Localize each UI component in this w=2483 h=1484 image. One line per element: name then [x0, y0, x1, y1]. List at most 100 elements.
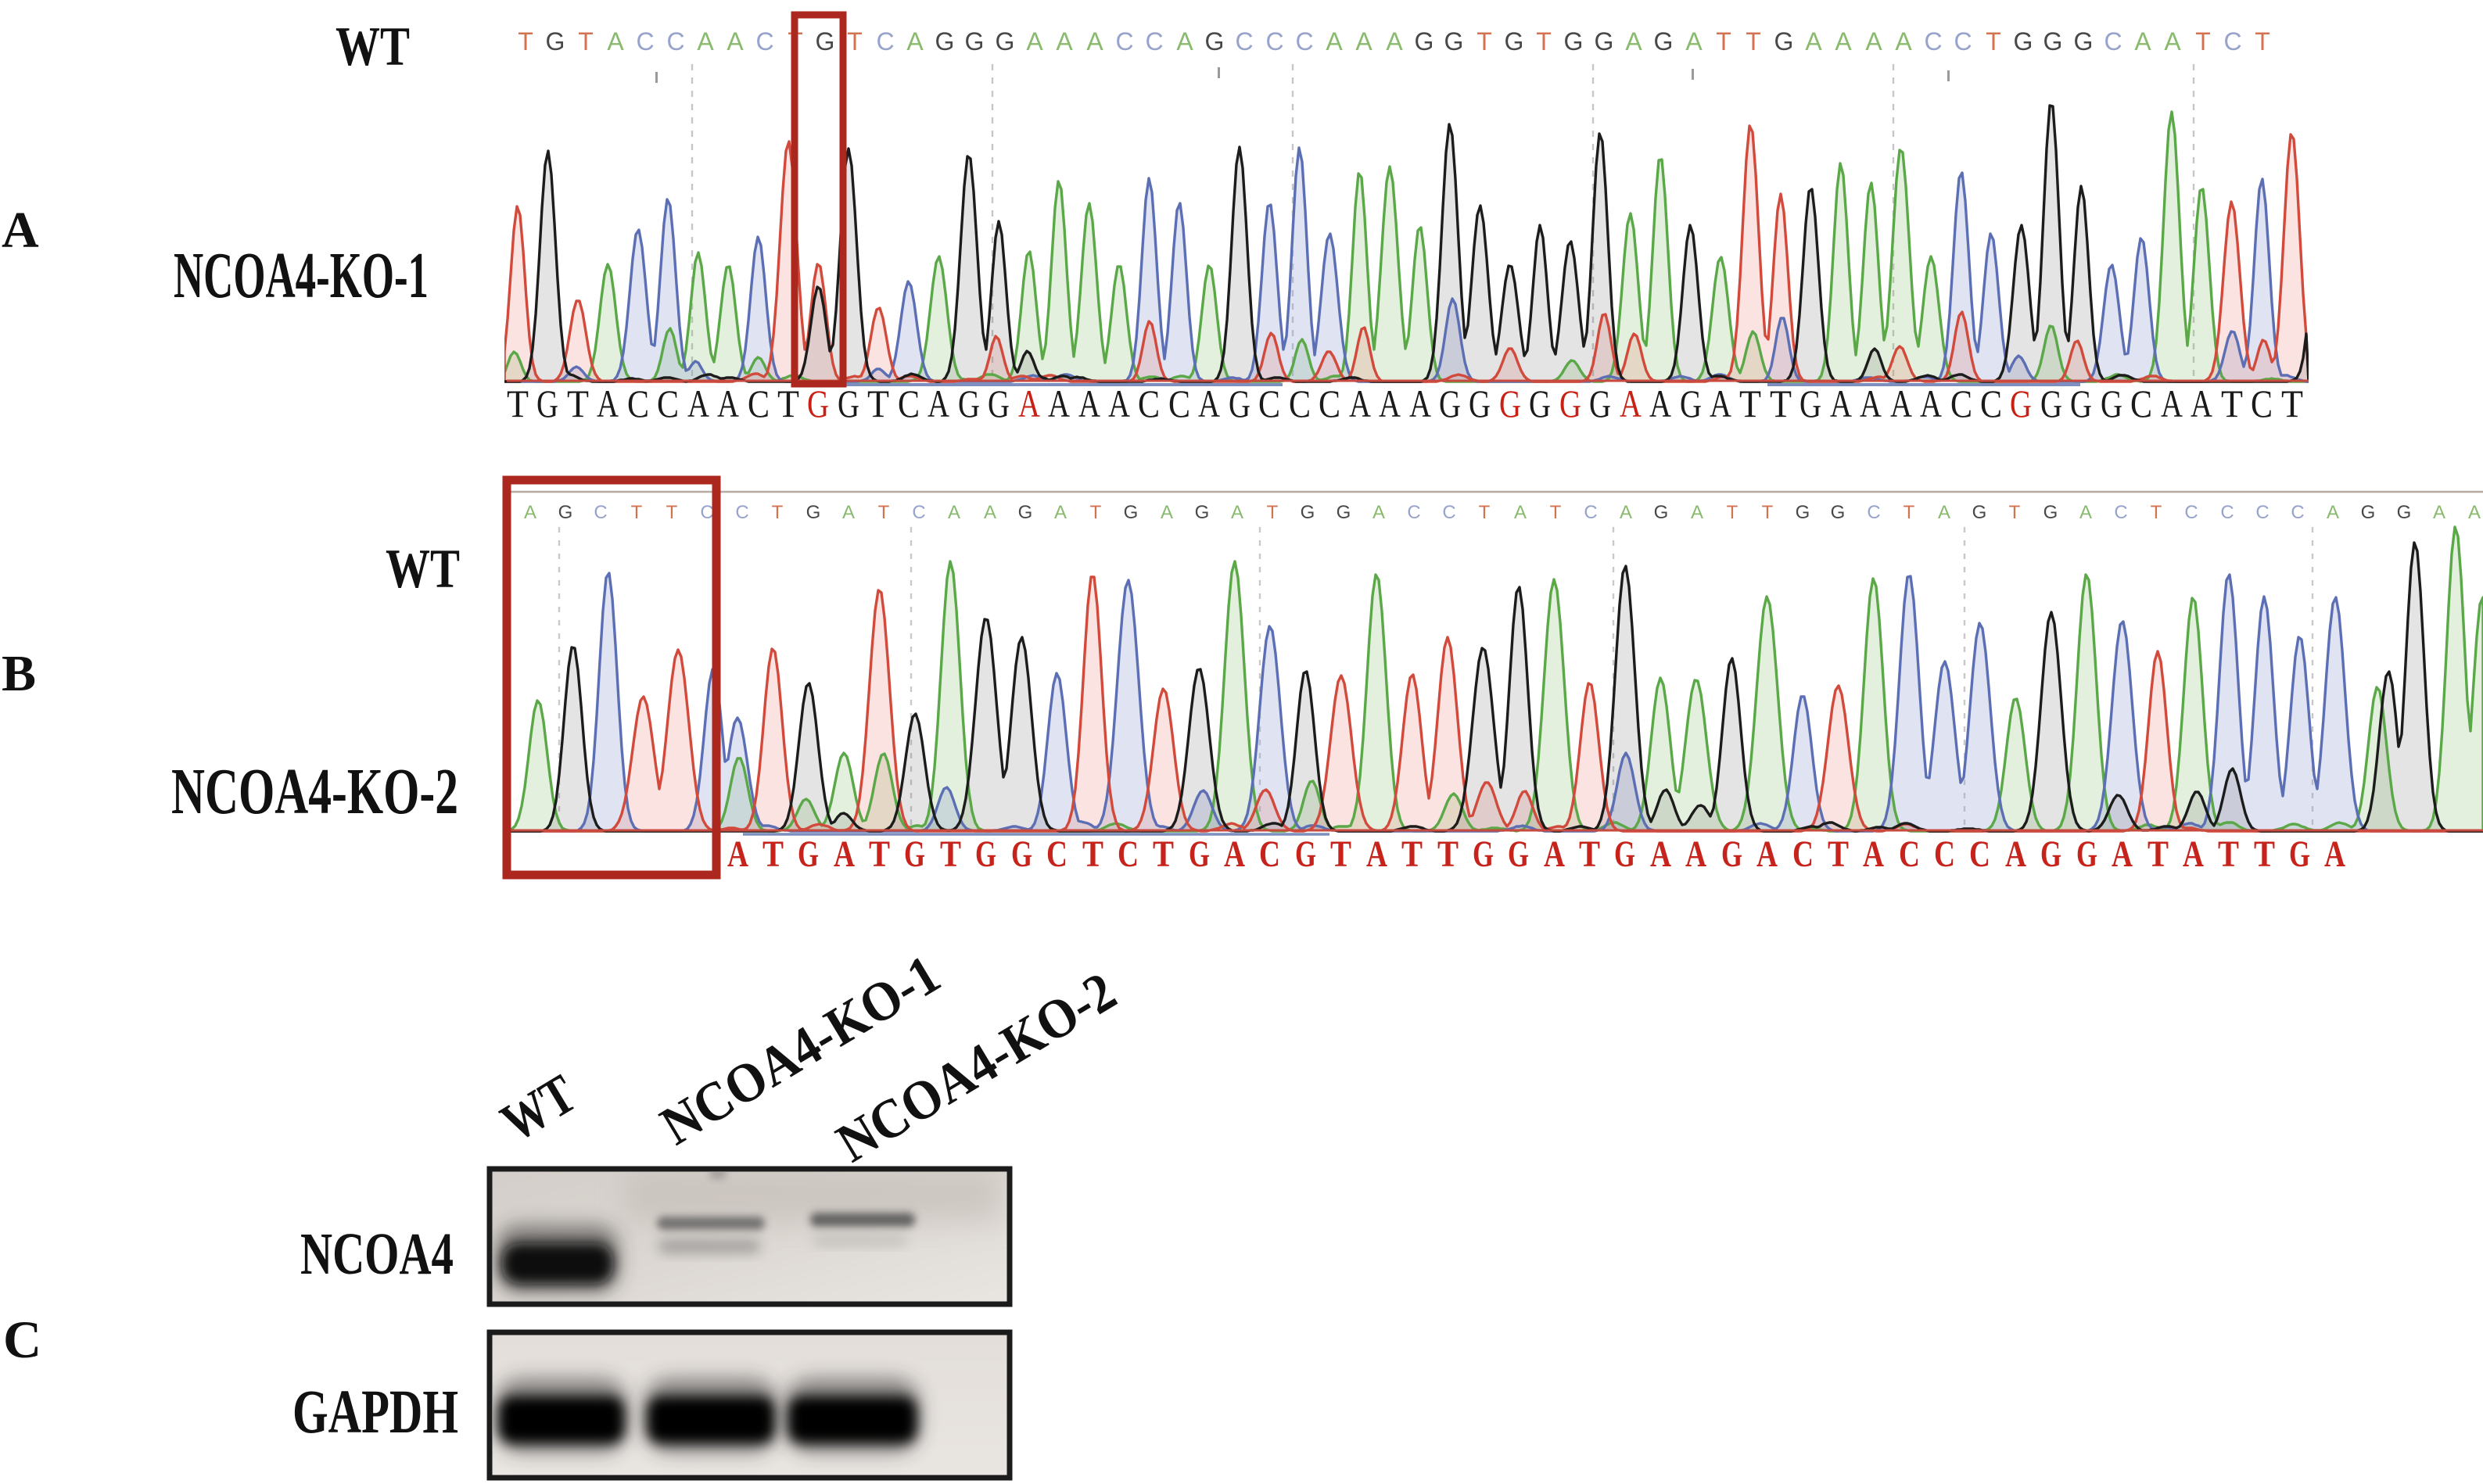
svg-text:G: G — [1337, 502, 1351, 523]
svg-text:C: C — [1295, 27, 1313, 56]
svg-text:C: C — [1258, 382, 1280, 425]
svg-text:G: G — [2074, 27, 2094, 56]
svg-text:A: A — [948, 502, 960, 523]
svg-text:T: T — [1739, 382, 1761, 425]
svg-text:A: A — [1650, 833, 1671, 875]
svg-text:A: A — [928, 382, 949, 425]
svg-text:A: A — [1620, 502, 1632, 523]
svg-text:T: T — [1762, 502, 1774, 523]
svg-text:G: G — [807, 382, 829, 425]
svg-text:G: G — [1415, 27, 1434, 56]
svg-text:T: T — [666, 502, 678, 523]
svg-text:G: G — [838, 382, 859, 425]
svg-text:A: A — [1920, 382, 1942, 425]
svg-text:A: A — [1108, 382, 1130, 425]
svg-text:C: C — [1954, 27, 1972, 56]
svg-text:T: T — [1330, 833, 1351, 875]
svg-text:T: T — [2009, 502, 2021, 523]
svg-text:C: C — [627, 382, 649, 425]
svg-text:A: A — [2164, 27, 2181, 56]
svg-text:G: G — [1614, 833, 1635, 875]
svg-text:C: C — [1115, 27, 1133, 56]
svg-text:T: T — [2255, 27, 2270, 56]
svg-text:GAPDH: GAPDH — [292, 1378, 458, 1446]
svg-text:A: A — [1938, 502, 1950, 523]
svg-text:NCOA4-KO-1: NCOA4-KO-1 — [174, 239, 429, 312]
svg-text:T: T — [762, 833, 784, 875]
svg-text:A: A — [1863, 833, 1884, 875]
svg-text:C: C — [1867, 502, 1880, 523]
svg-text:G: G — [1499, 382, 1521, 425]
svg-text:A: A — [984, 502, 996, 523]
svg-text:G: G — [2361, 502, 2376, 523]
svg-text:C: C — [1138, 382, 1160, 425]
svg-text:T: T — [1153, 833, 1174, 875]
svg-text:A: A — [697, 27, 714, 56]
svg-text:G: G — [1473, 833, 1494, 875]
svg-text:G: G — [996, 27, 1015, 56]
svg-text:G: G — [1124, 502, 1139, 523]
svg-text:G: G — [2043, 502, 2058, 523]
svg-text:C: C — [2291, 502, 2304, 523]
svg-text:T: T — [1437, 833, 1459, 875]
svg-text:C: C — [1407, 502, 1420, 523]
svg-text:A: A — [2112, 833, 2133, 875]
svg-text:C: C — [2104, 27, 2122, 56]
svg-text:A: A — [1685, 27, 1703, 56]
svg-text:C: C — [657, 382, 679, 425]
svg-text:A: A — [1224, 833, 1245, 875]
svg-text:G: G — [2010, 382, 2032, 425]
svg-text:C: C — [2184, 502, 2198, 523]
svg-text:NCOA4: NCOA4 — [300, 1221, 454, 1287]
svg-text:C: C — [1046, 833, 1067, 875]
svg-text:C: C — [2251, 382, 2273, 425]
svg-text:T: T — [2218, 833, 2239, 875]
svg-text:G: G — [1295, 833, 1316, 875]
svg-text:A: A — [906, 27, 924, 56]
svg-text:C: C — [1319, 382, 1340, 425]
svg-text:A: A — [2183, 833, 2204, 875]
svg-text:C: C — [748, 382, 770, 425]
svg-text:C: C — [1899, 833, 1920, 875]
svg-text:T: T — [631, 502, 643, 523]
svg-text:T: T — [777, 382, 799, 425]
svg-text:G: G — [1799, 382, 1821, 425]
svg-text:G: G — [2289, 833, 2310, 875]
svg-text:T: T — [1401, 833, 1423, 875]
svg-text:G: G — [1508, 833, 1529, 875]
svg-text:C: C — [636, 27, 654, 56]
svg-text:C: C — [2223, 27, 2241, 56]
svg-text:G: G — [965, 27, 985, 56]
svg-text:C: C — [1118, 833, 1139, 875]
svg-text:G: G — [2070, 382, 2092, 425]
svg-text:G: G — [536, 382, 558, 425]
svg-text:B: B — [2, 645, 36, 702]
svg-text:T: T — [1536, 27, 1552, 56]
svg-text:A: A — [1326, 27, 1343, 56]
svg-text:T: T — [940, 833, 961, 875]
svg-text:T: T — [2281, 382, 2303, 425]
svg-text:A: A — [2161, 382, 2183, 425]
svg-text:G: G — [1595, 27, 1614, 56]
svg-text:G: G — [1654, 27, 1674, 56]
svg-text:G: G — [1505, 27, 1524, 56]
svg-text:G: G — [2397, 502, 2412, 523]
svg-text:C: C — [2114, 502, 2127, 523]
svg-text:A: A — [1691, 502, 1703, 523]
svg-text:A: A — [1685, 833, 1706, 875]
svg-text:A: A — [1018, 382, 1040, 425]
svg-text:G: G — [798, 833, 819, 875]
svg-text:T: T — [1579, 833, 1600, 875]
svg-text:G: G — [1189, 833, 1210, 875]
svg-text:G: G — [1831, 502, 1846, 523]
svg-text:A: A — [1514, 502, 1527, 523]
svg-text:A: A — [2134, 27, 2151, 56]
svg-text:A: A — [1161, 502, 1173, 523]
svg-text:T: T — [1550, 502, 1562, 523]
svg-text:C: C — [3, 1310, 41, 1369]
svg-text:C: C — [2220, 502, 2234, 523]
svg-text:A: A — [2433, 502, 2445, 523]
svg-text:T: T — [2148, 833, 2169, 875]
svg-text:T: T — [1828, 833, 1849, 875]
svg-text:C: C — [1924, 27, 1942, 56]
